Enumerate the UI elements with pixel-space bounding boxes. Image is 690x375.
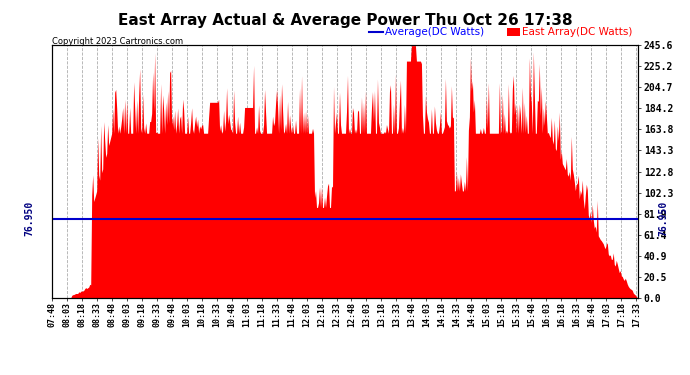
- Text: 76.950: 76.950: [658, 201, 668, 237]
- Text: Copyright 2023 Cartronics.com: Copyright 2023 Cartronics.com: [52, 38, 183, 46]
- Text: East Array(DC Watts): East Array(DC Watts): [522, 27, 632, 37]
- Text: East Array Actual & Average Power Thu Oct 26 17:38: East Array Actual & Average Power Thu Oc…: [118, 13, 572, 28]
- Text: Average(DC Watts): Average(DC Watts): [385, 27, 484, 37]
- Text: 76.950: 76.950: [24, 201, 34, 237]
